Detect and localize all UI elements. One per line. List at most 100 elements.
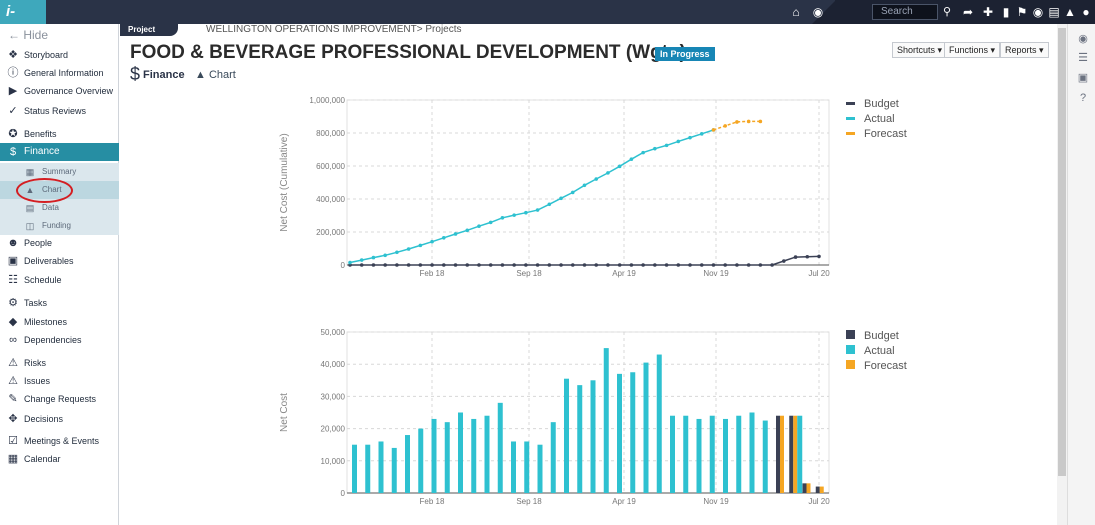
sidebar-item-risks[interactable]: ⚠ Risks bbox=[0, 354, 119, 372]
bar-budget bbox=[776, 415, 780, 493]
top-bar-accent bbox=[812, 0, 836, 24]
line-chart-y-tick-label: 200,000 bbox=[316, 228, 345, 237]
home-icon[interactable]: ⌂ bbox=[792, 5, 800, 19]
line-chart-y-tick-label: 600,000 bbox=[316, 162, 345, 171]
tasks-icon: ⚙ bbox=[8, 297, 18, 309]
line-chart-plot-area bbox=[346, 99, 830, 266]
sidebar-item-tasks[interactable]: ⚙ Tasks bbox=[0, 294, 119, 312]
sidebar-item-deliverables[interactable]: ▣ Deliverables bbox=[0, 252, 119, 270]
chat-icon[interactable]: ◉ bbox=[1032, 5, 1044, 19]
line-chart-y-tick-label: 1,000,000 bbox=[309, 96, 345, 105]
line-point-actual bbox=[500, 216, 505, 220]
bar-forecast bbox=[819, 486, 824, 493]
line-point-budget bbox=[746, 263, 751, 267]
comment-icon[interactable]: ◉ bbox=[1078, 33, 1088, 45]
scrollbar-thumb[interactable] bbox=[1058, 28, 1066, 476]
sidebar-item-calendar[interactable]: ▦ Calendar bbox=[0, 450, 119, 468]
sidebar-item-issues[interactable]: ⚠ Issues bbox=[0, 372, 119, 390]
line-point-actual bbox=[477, 224, 481, 229]
bar-chart-legend-swatch bbox=[846, 360, 855, 369]
line-point-budget bbox=[676, 263, 681, 267]
plus-icon[interactable]: ✚ bbox=[982, 5, 994, 19]
sidebar-item-dependencies[interactable]: ∞ Dependencies bbox=[0, 331, 119, 349]
reports-button[interactable]: Reports ▾ bbox=[1000, 42, 1049, 58]
search-input[interactable]: Search bbox=[872, 4, 938, 20]
breadcrumb[interactable]: WELLINGTON OPERATIONS IMPROVEMENT> Proje… bbox=[206, 24, 462, 35]
line-point-actual bbox=[418, 243, 423, 248]
globe-icon[interactable]: ◉ bbox=[812, 5, 824, 19]
bar-actual bbox=[709, 415, 715, 493]
flag-icon[interactable]: ⚑ bbox=[1016, 5, 1028, 19]
share-icon[interactable]: ➦ bbox=[962, 5, 974, 19]
chart-tab[interactable]: ▲ Chart bbox=[195, 69, 236, 81]
sidebar-subitem-summary[interactable]: ▦ Summary bbox=[0, 163, 119, 181]
search-icon[interactable]: ⚲ bbox=[942, 6, 952, 18]
document-icon[interactable]: ▤ bbox=[1048, 5, 1060, 19]
sidebar-item-people[interactable]: ☻ People bbox=[0, 234, 119, 252]
bell-icon[interactable]: ▲ bbox=[1064, 5, 1076, 19]
sidebar-item-change-requests[interactable]: ✎ Change Requests bbox=[0, 390, 119, 408]
hide-sidebar-button[interactable]: ← Hide bbox=[8, 28, 49, 42]
line-point-budget bbox=[559, 263, 563, 267]
line-point-actual bbox=[653, 146, 657, 151]
line-point-actual bbox=[582, 183, 587, 188]
sidebar-subitem-data[interactable]: ▤ Data bbox=[0, 199, 119, 217]
line-point-budget bbox=[582, 263, 587, 267]
line-point-budget bbox=[817, 254, 821, 259]
sidebar-item-storyboard[interactable]: ❖ Storyboard bbox=[0, 46, 119, 64]
lock-icon[interactable]: ▣ bbox=[1077, 72, 1089, 84]
sidebar-item-schedule[interactable]: ☷ Schedule bbox=[0, 271, 119, 289]
bar-actual bbox=[670, 415, 675, 493]
line-point-budget bbox=[371, 263, 376, 267]
line-point-budget bbox=[395, 263, 399, 267]
bar-chart-legend-item: Budget bbox=[864, 330, 899, 342]
functions-button[interactable]: Functions ▾ bbox=[944, 42, 1001, 58]
help-icon[interactable]: ? bbox=[1079, 92, 1087, 104]
line-chart-x-tick-label: Sep 18 bbox=[516, 269, 542, 278]
line-point-budget bbox=[488, 263, 493, 267]
bar-actual bbox=[550, 422, 556, 493]
line-chart-legend-item: Forecast bbox=[864, 128, 907, 140]
line-point-budget bbox=[418, 263, 423, 267]
sidebar-item-status-reviews[interactable]: ✓ Status Reviews bbox=[0, 102, 119, 120]
line-point-actual bbox=[629, 157, 634, 162]
section-finance-label: Finance bbox=[143, 69, 185, 81]
line-point-budget bbox=[512, 263, 516, 267]
bar-actual bbox=[736, 415, 742, 493]
award-icon: ✪ bbox=[8, 128, 18, 140]
sidebar-item-finance[interactable]: $ Finance bbox=[0, 143, 119, 161]
sidebar-item-governance-overview[interactable]: ▶ Governance Overview bbox=[0, 82, 119, 100]
sidebar-item-general-information[interactable]: ⓘ General Information bbox=[0, 64, 119, 82]
bar-actual bbox=[590, 380, 596, 493]
line-point-budget bbox=[606, 263, 610, 267]
sidebar-item-decisions[interactable]: ✥ Decisions bbox=[0, 410, 119, 428]
line-point-budget bbox=[688, 263, 692, 267]
line-chart-legend-item: Budget bbox=[864, 98, 899, 110]
change-icon: ✎ bbox=[8, 393, 18, 405]
bar-actual bbox=[603, 348, 609, 493]
bar-actual bbox=[630, 372, 636, 493]
line-point-budget bbox=[699, 263, 704, 267]
sidebar-subitem-funding[interactable]: ◫ Funding bbox=[0, 217, 119, 235]
line-point-budget bbox=[653, 263, 657, 267]
line-point-budget bbox=[711, 263, 716, 267]
bar-actual bbox=[564, 378, 569, 493]
bar-chart-legend-item: Forecast bbox=[864, 360, 907, 372]
line-point-budget bbox=[547, 263, 552, 267]
line-point-forecast bbox=[723, 124, 727, 128]
bar-actual bbox=[617, 373, 622, 493]
user-icon[interactable]: ● bbox=[1082, 5, 1090, 19]
list-icon[interactable]: ☰ bbox=[1078, 52, 1088, 64]
sidebar-item-meetings-events[interactable]: ☑ Meetings & Events bbox=[0, 432, 119, 450]
sidebar-item-benefits[interactable]: ✪ Benefits bbox=[0, 125, 119, 143]
project-tag: Project bbox=[120, 24, 178, 36]
bar-actual bbox=[391, 447, 397, 493]
sidebar-item-milestones[interactable]: ◆ Milestones bbox=[0, 313, 119, 331]
chevron-left-icon: ← bbox=[8, 28, 24, 42]
bar-actual bbox=[458, 412, 463, 493]
line-point-actual bbox=[606, 171, 610, 175]
bar-chart-y-tick-label: 50,000 bbox=[321, 328, 346, 337]
bookmark-icon[interactable]: ▮ bbox=[1002, 5, 1010, 19]
page-title: FOOD & BEVERAGE PROFESSIONAL DEVELOPMENT… bbox=[130, 42, 686, 63]
people-icon: ☻ bbox=[7, 237, 19, 249]
